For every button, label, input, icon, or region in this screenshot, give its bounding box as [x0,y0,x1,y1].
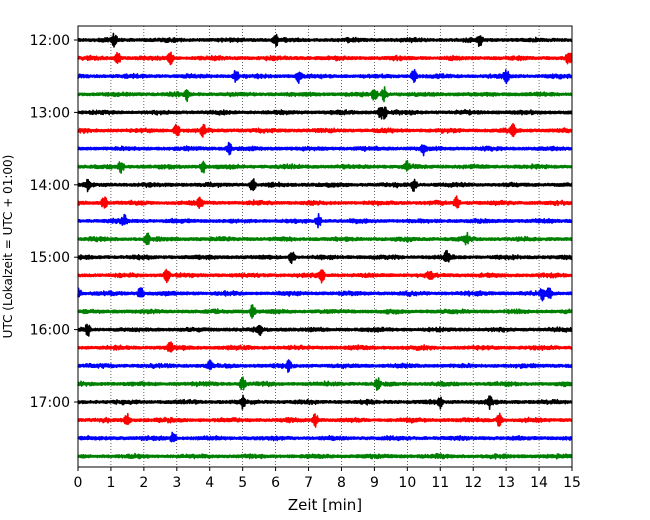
trace-1615 [77,341,573,353]
x-tick-label: 10 [398,475,416,491]
x-tick-label: 1 [106,475,115,491]
x-tick-label: 0 [74,475,83,491]
trace-1415 [77,195,573,210]
seismic-traces [77,32,573,460]
trace-1245 [77,86,573,103]
trace-1600 [77,323,573,337]
trace-1500 [77,249,573,265]
trace-1645 [77,376,573,391]
trace-1515 [77,268,573,284]
trace-1400 [77,178,573,193]
y-axis-label: UTC (Lokalzeit = UTC + 01:00) [1,155,15,339]
y-tick-label: 15:00 [30,250,70,266]
trace-1430 [77,212,573,229]
trace-1345 [77,159,573,174]
y-tick-label: 17:00 [30,395,70,411]
trace-1730 [77,431,573,443]
y-tick-label: 13:00 [30,105,70,121]
plot-frame [77,25,573,468]
trace-1700 [77,394,573,411]
y-tick-label: 12:00 [30,33,70,49]
x-tick-label: 15 [563,475,581,491]
trace-1545 [77,304,573,319]
trace-1215 [77,51,573,66]
x-tick-label: 13 [497,475,515,491]
x-tick-label: 4 [205,475,214,491]
y-tick-label: 14:00 [30,178,70,194]
trace-1715 [77,412,573,428]
x-tick-label: 6 [271,475,280,491]
x-tick-label: 3 [172,475,181,491]
x-axis-ticks: 0 1 2 3 4 5 6 7 8 9 10 11 12 13 14 15 [74,467,581,491]
y-axis-ticks: 12:00 13:00 14:00 15:00 16:00 17:00 [30,33,78,411]
x-tick-label: 9 [370,475,379,491]
trace-1445 [77,231,573,246]
x-tick-label: 12 [464,475,482,491]
x-tick-label: 7 [304,475,313,491]
trace-1315 [77,122,573,138]
trace-1200 [77,32,573,48]
trace-1745 [77,452,573,460]
x-tick-label: 2 [139,475,148,491]
trace-1300 [77,106,573,120]
x-axis-label: Zeit [min] [288,496,362,514]
x-tick-label: 8 [337,475,346,491]
trace-1230 [77,68,573,85]
y-tick-label: 16:00 [30,323,70,339]
x-tick-label: 14 [530,475,548,491]
trace-1330 [77,141,573,157]
x-tick-label: 5 [238,475,247,491]
trace-1530 [77,287,573,302]
x-tick-label: 11 [431,475,449,491]
trace-1630 [77,359,573,373]
